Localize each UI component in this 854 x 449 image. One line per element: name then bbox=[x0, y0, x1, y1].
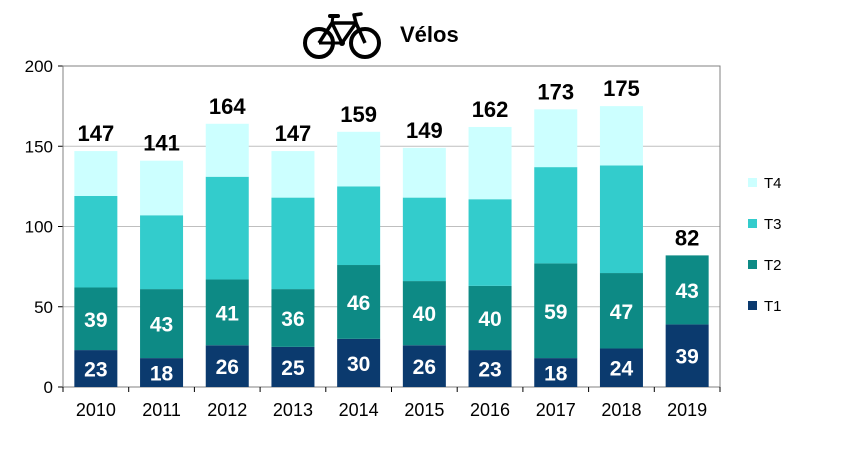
data-label: 39 bbox=[84, 309, 107, 332]
data-label: 39 bbox=[675, 346, 698, 369]
bar-segment-t2 bbox=[534, 263, 578, 359]
y-tick-label: 100 bbox=[25, 218, 53, 237]
total-label: 141 bbox=[143, 131, 180, 156]
bar-segment-t1 bbox=[205, 345, 249, 387]
bar-segment-t3 bbox=[140, 215, 184, 290]
x-tick-label: 2018 bbox=[601, 400, 641, 420]
legend-label: T1 bbox=[764, 298, 782, 315]
bar-segment-t2 bbox=[337, 265, 381, 339]
y-tick-label: 150 bbox=[25, 137, 53, 156]
data-label: 41 bbox=[216, 302, 240, 325]
bar-segment-t1 bbox=[140, 358, 184, 387]
bar-segment-t1 bbox=[74, 350, 118, 387]
bar-segment-t4 bbox=[337, 131, 381, 187]
bar-segment-t4 bbox=[534, 109, 578, 168]
bar-segment-t3 bbox=[337, 186, 381, 266]
data-label: 24 bbox=[610, 358, 634, 381]
bar-segment-t1 bbox=[468, 350, 512, 387]
x-tick-label: 2014 bbox=[339, 400, 379, 420]
legend-swatch-t4 bbox=[748, 178, 757, 187]
y-tick-label: 200 bbox=[25, 57, 53, 76]
bar-segment-t2 bbox=[271, 289, 315, 347]
x-tick-label: 2013 bbox=[273, 400, 313, 420]
legend-label: T4 bbox=[764, 175, 782, 192]
bar-segment-t3 bbox=[599, 165, 643, 274]
bar-segment-t4 bbox=[402, 147, 446, 198]
bar-segment-t3 bbox=[534, 167, 578, 264]
x-tick-label: 2010 bbox=[76, 400, 116, 420]
bar-segment-t3 bbox=[205, 176, 249, 280]
total-label: 149 bbox=[406, 118, 443, 143]
x-tick-label: 2012 bbox=[207, 400, 247, 420]
data-label: 40 bbox=[478, 308, 501, 331]
bicycle-icon bbox=[300, 10, 384, 65]
data-label: 23 bbox=[478, 359, 501, 382]
bar-segment-t4 bbox=[271, 151, 315, 198]
total-label: 162 bbox=[472, 97, 509, 122]
y-tick-label: 0 bbox=[44, 378, 53, 397]
data-label: 18 bbox=[544, 363, 568, 386]
data-label: 40 bbox=[413, 303, 436, 326]
bar-segment-t2 bbox=[74, 287, 118, 351]
bar-segment-t1 bbox=[665, 324, 709, 387]
data-label: 43 bbox=[150, 314, 173, 337]
data-label: 43 bbox=[675, 280, 698, 303]
bar-segment-t3 bbox=[271, 197, 315, 290]
total-label: 173 bbox=[537, 79, 574, 104]
bar-segment-t3 bbox=[402, 197, 446, 282]
bar-segment-t2 bbox=[140, 289, 184, 359]
bar-segment-t4 bbox=[599, 106, 643, 166]
data-label: 18 bbox=[150, 363, 174, 386]
data-label: 25 bbox=[281, 357, 305, 380]
data-label: 23 bbox=[84, 359, 107, 382]
data-label: 26 bbox=[216, 356, 239, 379]
x-tick-label: 2011 bbox=[142, 400, 181, 420]
legend-label: T3 bbox=[764, 216, 782, 233]
bar-segment-t4 bbox=[468, 126, 512, 200]
total-label: 82 bbox=[675, 225, 699, 250]
data-label: 30 bbox=[347, 353, 370, 376]
bar-segment-t1 bbox=[337, 338, 381, 387]
legend-swatch-t2 bbox=[748, 260, 757, 269]
bar-segment-t2 bbox=[665, 255, 709, 325]
x-tick-label: 2015 bbox=[404, 400, 444, 420]
total-label: 164 bbox=[209, 94, 246, 119]
bar-segment-t4 bbox=[140, 160, 184, 216]
bar-segment-t2 bbox=[402, 281, 446, 346]
x-tick-label: 2019 bbox=[667, 400, 707, 420]
bar-segment-t2 bbox=[205, 279, 249, 346]
data-label: 26 bbox=[413, 356, 436, 379]
total-label: 175 bbox=[603, 76, 640, 101]
bar-segment-t3 bbox=[468, 199, 512, 286]
bar-segment-t1 bbox=[402, 345, 446, 387]
bar-segment-t4 bbox=[74, 151, 118, 197]
legend-swatch-t3 bbox=[748, 219, 757, 228]
bar-segment-t1 bbox=[599, 348, 643, 387]
data-label: 36 bbox=[281, 308, 304, 331]
bar-segment-t1 bbox=[271, 346, 315, 387]
chart-title: Vélos bbox=[400, 22, 459, 47]
legend-swatch-t1 bbox=[748, 301, 757, 310]
data-label: 46 bbox=[347, 292, 370, 315]
legend-label: T2 bbox=[764, 257, 782, 274]
data-label: 59 bbox=[544, 301, 567, 324]
y-tick-label: 50 bbox=[34, 298, 53, 317]
x-tick-label: 2017 bbox=[536, 400, 576, 420]
bar-segment-t1 bbox=[534, 358, 578, 387]
bar-segment-t3 bbox=[74, 196, 118, 288]
bar-segment-t2 bbox=[468, 285, 512, 351]
x-tick-label: 2016 bbox=[470, 400, 510, 420]
total-label: 147 bbox=[275, 121, 312, 146]
bar-segment-t2 bbox=[599, 273, 643, 349]
total-label: 147 bbox=[77, 121, 114, 146]
total-label: 159 bbox=[340, 102, 377, 127]
bar-segment-t4 bbox=[205, 123, 249, 177]
data-label: 47 bbox=[610, 301, 633, 324]
